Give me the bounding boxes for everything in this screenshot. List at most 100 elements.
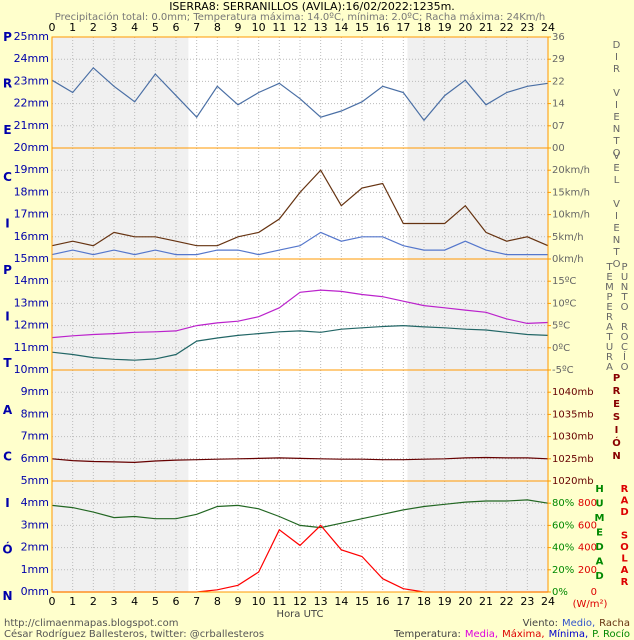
series-line xyxy=(51,324,549,361)
y-tick-label: 11mm xyxy=(14,341,49,354)
y-tick-label: 5km/h xyxy=(552,232,584,243)
legend-label: Viento: xyxy=(523,618,558,629)
y-tick-label: 7mm xyxy=(21,430,49,443)
series-line xyxy=(51,499,549,529)
y-tick-label: 3mm xyxy=(21,518,49,531)
y-tick-label: 1025mb xyxy=(552,454,594,465)
credit: http://climaenmapas.blogspot.com xyxy=(4,618,179,629)
y-tick-label: 15km/h xyxy=(552,187,590,198)
x-tick-label: 2 xyxy=(90,21,97,34)
side-label: RAD SOLAR xyxy=(619,484,630,588)
y-tick-label: 1040mb xyxy=(552,387,594,398)
y-tick-label: 21mm xyxy=(14,119,49,132)
y-tick-label: 23mm xyxy=(14,74,49,87)
y-tick-label: 0km/h xyxy=(552,254,584,265)
x-tick-label: 6 xyxy=(173,595,180,608)
x-tick-label: 14 xyxy=(334,21,348,34)
legend-item: P. Rocío xyxy=(592,628,630,640)
side-label: VEL VIENTO xyxy=(611,151,622,271)
y-tick-label: 8mm xyxy=(21,407,49,420)
x-tick-label: 9 xyxy=(235,595,242,608)
x-axis-label: Hora UTC xyxy=(277,609,324,620)
y-tick-label: 13mm xyxy=(14,296,49,309)
y-tick-label: 22mm xyxy=(14,97,49,110)
x-tick-label: 8 xyxy=(214,21,221,34)
legend-label: Temperatura: xyxy=(393,629,461,640)
x-tick-label: 13 xyxy=(314,21,328,34)
x-tick-label: 5 xyxy=(152,21,159,34)
y-tick-label: 15mm xyxy=(14,252,49,265)
y-tick-label: 20mm xyxy=(14,141,49,154)
y-tick-label: 17mm xyxy=(14,208,49,221)
x-tick-label: 11 xyxy=(272,21,286,34)
x-tick-label: 1 xyxy=(69,595,76,608)
y-tick-label: 29 xyxy=(552,54,565,65)
y-tick-label: 10mm xyxy=(14,363,49,376)
y-tick-label: 16mm xyxy=(14,230,49,243)
x-tick-label: 15 xyxy=(355,21,369,34)
x-tick-label: 4 xyxy=(131,595,138,608)
y-tick-label: 40% xyxy=(552,543,574,554)
side-label: DIR VIENTO xyxy=(611,40,622,160)
series-line xyxy=(51,456,549,464)
x-tick-label: 13 xyxy=(314,595,328,608)
x-tick-label: 12 xyxy=(293,21,307,34)
y-tick-label: 0% xyxy=(552,587,568,598)
chart-title: ISERRA8: SERRANILLOS (AVILA):16/02/2022:… xyxy=(169,0,455,13)
series-line xyxy=(51,169,549,247)
x-tick-label: 10 xyxy=(252,21,266,34)
y-tick-label: 36 xyxy=(552,32,565,43)
x-tick-label: 22 xyxy=(500,21,514,34)
y-tick-label: 15ºC xyxy=(552,276,576,287)
x-tick-label: 3 xyxy=(111,595,118,608)
y-tick-label: 80% xyxy=(552,498,574,509)
x-tick-label: 23 xyxy=(520,21,534,34)
x-tick-label: 12 xyxy=(293,595,307,608)
y2-tick-label: 0 xyxy=(591,587,597,598)
x-tick-label: 6 xyxy=(173,21,180,34)
x-tick-label: 21 xyxy=(479,21,493,34)
y2-tick-label: 400 xyxy=(578,543,597,554)
x-tick-label: 18 xyxy=(417,21,431,34)
y-tick-label: 6mm xyxy=(21,452,49,465)
y-tick-label: 07 xyxy=(552,121,565,132)
y2-tick-label: 200 xyxy=(578,565,597,576)
y-tick-label: 19mm xyxy=(14,163,49,176)
x-tick-label: 7 xyxy=(193,595,200,608)
x-tick-label: 24 xyxy=(541,595,555,608)
y-tick-label: 14 xyxy=(552,99,565,110)
x-tick-label: 16 xyxy=(376,595,390,608)
y2-unit: (W/m²) xyxy=(573,599,608,610)
x-tick-label: 14 xyxy=(334,595,348,608)
x-tick-label: 7 xyxy=(193,21,200,34)
y-tick-label: 5ºC xyxy=(552,321,570,332)
legend-item: Mínima, xyxy=(549,628,589,640)
night-band xyxy=(52,37,189,592)
y-tick-label: 20% xyxy=(552,565,574,576)
y-tick-label: 10ºC xyxy=(552,298,576,309)
y-tick-label: 10km/h xyxy=(552,210,590,221)
y-tick-label: 1020mb xyxy=(552,476,594,487)
series-line xyxy=(51,231,548,256)
x-tick-label: 11 xyxy=(272,595,286,608)
x-tick-label: 1 xyxy=(69,21,76,34)
side-label: PRECIPITACIÓN xyxy=(1,30,15,636)
y-tick-label: 14mm xyxy=(14,274,49,287)
x-tick-label: 20 xyxy=(458,595,472,608)
y2-tick-label: 800 xyxy=(578,498,597,509)
x-tick-label: 2 xyxy=(90,595,97,608)
x-tick-label: 21 xyxy=(479,595,493,608)
x-tick-label: 3 xyxy=(111,21,118,34)
y-tick-label: 2mm xyxy=(21,541,49,554)
x-tick-label: 18 xyxy=(417,595,431,608)
x-tick-label: 0 xyxy=(49,595,56,608)
side-label: HUMEDAD xyxy=(594,484,605,586)
x-tick-label: 15 xyxy=(355,595,369,608)
y-tick-label: 24mm xyxy=(14,52,49,65)
x-tick-label: 4 xyxy=(131,21,138,34)
x-tick-label: 8 xyxy=(214,595,221,608)
x-tick-label: 23 xyxy=(520,595,534,608)
y-tick-label: 1mm xyxy=(21,563,49,576)
chart-subtitle: Precipitación total: 0.0mm; Temperatura … xyxy=(55,11,546,23)
